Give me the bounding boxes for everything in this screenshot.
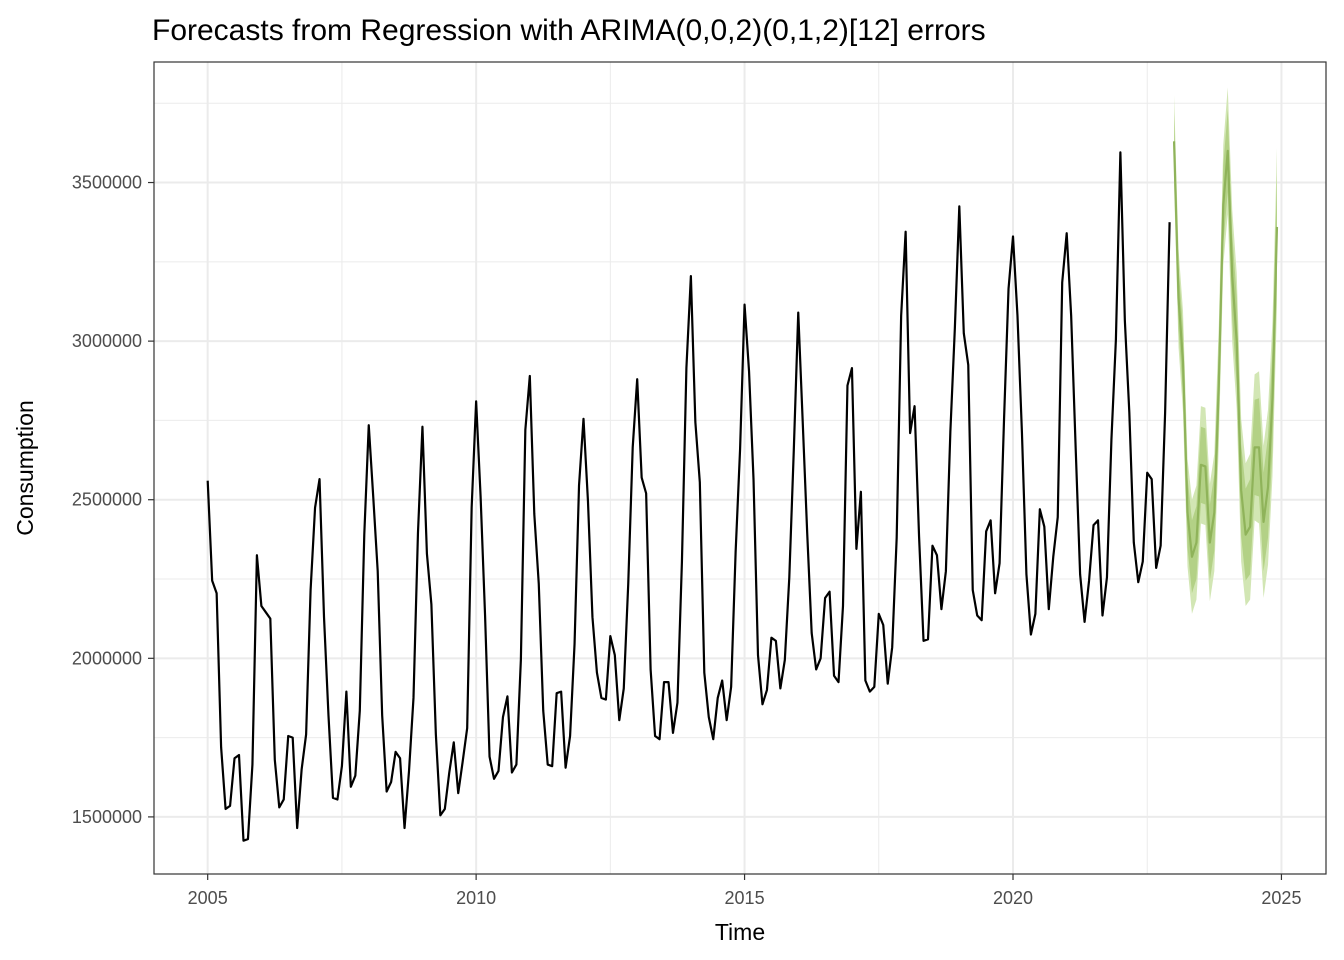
x-tick-label: 2015 — [725, 888, 765, 908]
series-lines — [206, 141, 1279, 842]
history-line — [206, 151, 1171, 842]
x-axis-title: Time — [715, 919, 765, 945]
y-tick-label: 3500000 — [72, 173, 142, 193]
x-tick-label: 2020 — [993, 888, 1033, 908]
grid-major — [154, 62, 1326, 874]
plot-border — [153, 61, 1327, 875]
y-tick-label: 2500000 — [72, 490, 142, 510]
x-tick-label: 2005 — [188, 888, 228, 908]
y-axis: 1500000 2000000 2500000 3000000 3500000 — [72, 173, 154, 827]
x-tick-label: 2025 — [1261, 888, 1301, 908]
x-tick-label: 2010 — [456, 888, 496, 908]
x-axis: 2005 2010 2015 2020 2025 — [188, 874, 1301, 908]
forecast-line — [1172, 141, 1279, 558]
y-axis-title: Consumption — [12, 400, 38, 536]
y-tick-label: 2000000 — [72, 648, 142, 668]
y-tick-label: 3000000 — [72, 331, 142, 351]
chart-title: Forecasts from Regression with ARIMA(0,0… — [152, 14, 986, 47]
y-tick-label: 1500000 — [72, 807, 142, 827]
